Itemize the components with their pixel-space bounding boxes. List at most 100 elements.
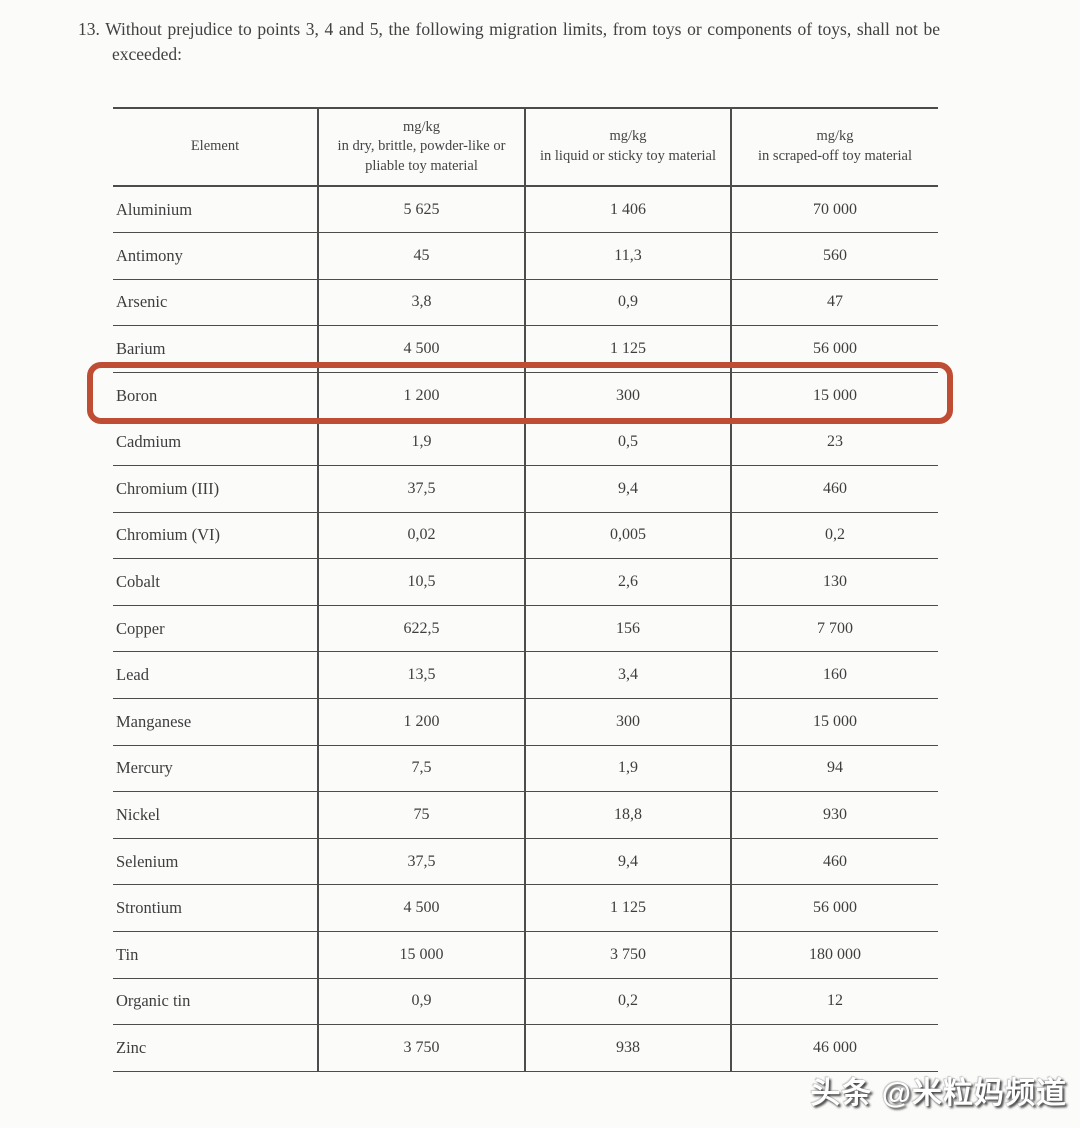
- element-name: Strontium: [113, 884, 318, 932]
- limit-value: 37,5: [317, 838, 525, 886]
- limit-value: 300: [524, 698, 731, 746]
- limit-value: 70 000: [730, 186, 938, 234]
- column-description: in scraped-off toy material: [758, 148, 912, 164]
- limit-value: 7 700: [730, 605, 938, 653]
- element-name: Antimony: [113, 232, 318, 280]
- limit-value: 37,5: [317, 465, 525, 513]
- element-name: Selenium: [113, 838, 318, 886]
- limit-value: 1 125: [524, 325, 731, 373]
- column-header-element: Element: [113, 108, 318, 187]
- watermark: 头条 @米粒妈频道: [810, 1077, 1067, 1110]
- limit-value: 18,8: [524, 791, 731, 839]
- limit-value: 0,2: [730, 512, 938, 560]
- element-name: Boron: [113, 372, 318, 420]
- table-row-cadmium: Cadmium 1,9 0,5 23: [113, 418, 938, 467]
- table-row-boron: Boron 1 200 300 15 000: [113, 372, 938, 420]
- limit-value: 180 000: [730, 931, 938, 979]
- limit-value: 0,9: [317, 978, 525, 1026]
- column-header-3: mg/kg in scraped-off toy material: [730, 108, 938, 187]
- table-row-selenium: Selenium 37,5 9,4 460: [113, 838, 938, 886]
- limit-value: 4 500: [317, 884, 525, 932]
- limit-value: 12: [730, 978, 938, 1026]
- limit-value: 1,9: [524, 745, 731, 793]
- column-description: in dry, brittle, powder-like or pliable …: [337, 138, 506, 174]
- table-row-tin: Tin 15 000 3 750 180 000: [113, 931, 938, 979]
- limit-value: 160: [730, 651, 938, 700]
- intro-paragraph: 13. Without prejudice to points 3, 4 and…: [78, 17, 940, 67]
- limit-value: 7,5: [317, 745, 525, 793]
- limit-value: 23: [730, 418, 938, 467]
- limit-value: 1 125: [524, 884, 731, 932]
- paragraph-number: 13.: [78, 19, 100, 39]
- limit-value: 9,4: [524, 838, 731, 886]
- limit-value: 56 000: [730, 325, 938, 373]
- table-row-chromium-vi: Chromium (VI) 0,02 0,005 0,2: [113, 512, 938, 560]
- element-name: Arsenic: [113, 279, 318, 327]
- limit-value: 460: [730, 838, 938, 886]
- table-row-aluminium: Aluminium 5 625 1 406 70 000: [113, 186, 938, 234]
- element-name: Nickel: [113, 791, 318, 839]
- limit-value: 75: [317, 791, 525, 839]
- table-row-cobalt: Cobalt 10,5 2,6 130: [113, 558, 938, 606]
- element-name: Barium: [113, 325, 318, 373]
- limit-value: 3 750: [524, 931, 731, 979]
- element-name: Aluminium: [113, 186, 318, 234]
- limit-value: 460: [730, 465, 938, 513]
- unit-label: mg/kg: [402, 118, 441, 135]
- table-row-organic-tin: Organic tin 0,9 0,2 12: [113, 978, 938, 1026]
- limit-value: 3 750: [317, 1024, 525, 1072]
- limit-value: 9,4: [524, 465, 731, 513]
- unit-label: mg/kg: [816, 128, 854, 145]
- table-row-lead: Lead 13,5 3,4 160: [113, 651, 938, 700]
- limit-value: 94: [730, 745, 938, 793]
- limit-value: 622,5: [317, 605, 525, 653]
- limit-value: 938: [524, 1024, 731, 1072]
- column-description: in liquid or sticky toy material: [540, 148, 716, 164]
- element-name: Manganese: [113, 698, 318, 746]
- table-row-arsenic: Arsenic 3,8 0,9 47: [113, 279, 938, 327]
- table-row-manganese: Manganese 1 200 300 15 000: [113, 698, 938, 746]
- limit-value: 5 625: [317, 186, 525, 234]
- migration-limits-table: Element mg/kg in dry, brittle, powder-like…: [113, 107, 938, 1072]
- limit-value: 1,9: [317, 418, 525, 467]
- table-row-chromium-iii: Chromium (III) 37,5 9,4 460: [113, 465, 938, 513]
- limit-value: 0,9: [524, 279, 731, 327]
- limit-value: 930: [730, 791, 938, 839]
- limit-value: 10,5: [317, 558, 525, 606]
- limit-value: 1 200: [317, 372, 525, 420]
- limit-value: 13,5: [317, 651, 525, 700]
- limit-value: 56 000: [730, 884, 938, 932]
- limit-value: 15 000: [317, 931, 525, 979]
- limit-value: 1 406: [524, 186, 731, 234]
- limit-value: 1 200: [317, 698, 525, 746]
- limit-value: 46 000: [730, 1024, 938, 1072]
- limit-value: 0,005: [524, 512, 731, 560]
- table-row-copper: Copper 622,5 156 7 700: [113, 605, 938, 653]
- limit-value: 3,4: [524, 651, 731, 700]
- table-row-antimony: Antimony 45 11,3 560: [113, 232, 938, 280]
- column-header-2: mg/kg in liquid or sticky toy material: [524, 108, 731, 187]
- limit-value: 3,8: [317, 279, 525, 327]
- limit-value: 0,2: [524, 978, 731, 1026]
- element-name: Cadmium: [113, 418, 318, 467]
- element-name: Tin: [113, 931, 318, 979]
- limit-value: 0,5: [524, 418, 731, 467]
- header-row: Element mg/kg in dry, brittle, powder-like…: [113, 108, 938, 187]
- element-name: Zinc: [113, 1024, 318, 1072]
- table-row-mercury: Mercury 7,5 1,9 94: [113, 745, 938, 793]
- column-header-1: mg/kg in dry, brittle, powder-like or pli…: [317, 108, 525, 187]
- limit-value: 0,02: [317, 512, 525, 560]
- limit-value: 15 000: [730, 698, 938, 746]
- limit-value: 45: [317, 232, 525, 280]
- limit-value: 300: [524, 372, 731, 420]
- limit-value: 15 000: [730, 372, 938, 420]
- limit-value: 47: [730, 279, 938, 327]
- element-name: Mercury: [113, 745, 318, 793]
- element-name: Cobalt: [113, 558, 318, 606]
- paragraph-text: Without prejudice to points 3, 4 and 5, …: [105, 19, 940, 64]
- table-row-zinc: Zinc 3 750 938 46 000: [113, 1024, 938, 1072]
- element-name: Chromium (VI): [113, 512, 318, 560]
- limit-value: 156: [524, 605, 731, 653]
- limit-value: 4 500: [317, 325, 525, 373]
- element-name: Lead: [113, 651, 318, 700]
